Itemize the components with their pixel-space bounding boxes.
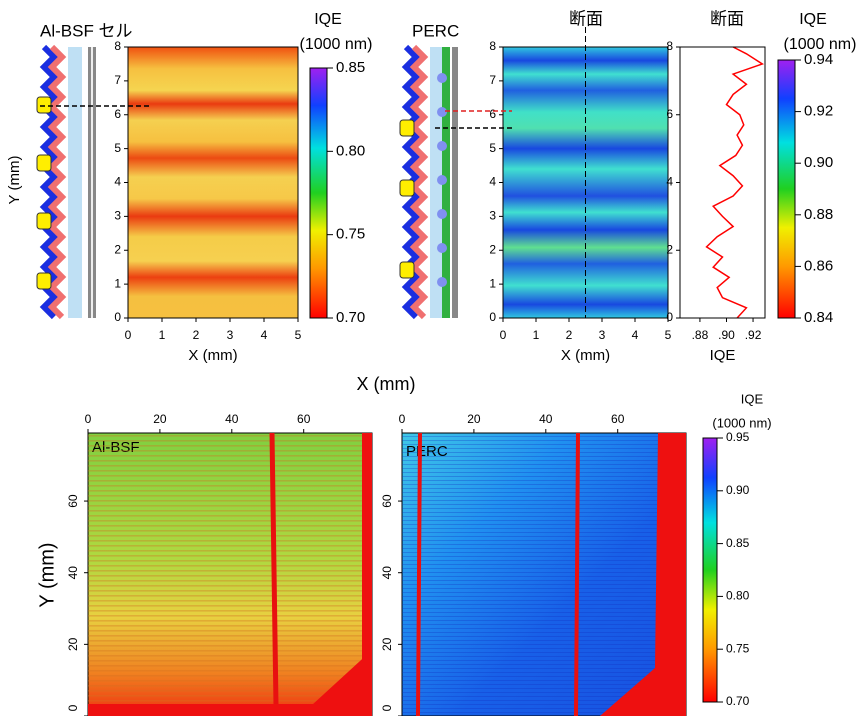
x-tick-label: 0 — [85, 412, 92, 426]
colorbar — [309, 67, 328, 319]
x-axis-label: IQE — [710, 347, 736, 364]
colorbar-tick-label: 0.70 — [336, 309, 365, 326]
colorbar-tick-label: 0.94 — [804, 51, 833, 68]
x-tick-label: 5 — [295, 328, 302, 342]
colorbar-tick-label: 0.95 — [726, 430, 750, 444]
y-tick-label: 8 — [666, 39, 673, 53]
y-tick-label: 60 — [66, 494, 80, 508]
y-tick-label: 8 — [489, 39, 496, 53]
frame — [679, 46, 766, 319]
y-tick-label: 40 — [380, 566, 394, 580]
y-tick-label: 2 — [666, 242, 673, 256]
x-tick-label: 1 — [159, 328, 166, 342]
x-tick-label: 0 — [399, 412, 406, 426]
y-tick-label: 3 — [489, 209, 496, 223]
colorbar-tick-label: 0.80 — [726, 589, 750, 603]
x-axis-label: X (mm) — [357, 374, 416, 394]
panel-title: Al-BSF セル — [40, 21, 133, 40]
colorbar-label: (1000 nm) — [784, 36, 857, 53]
x-tick-label: 20 — [467, 412, 481, 426]
y-tick-label: 40 — [66, 566, 80, 580]
y-tick-label: 6 — [489, 107, 496, 121]
colorbar — [702, 437, 718, 703]
x-tick-label: 2 — [193, 328, 200, 342]
axis: .88 .90 .92 0 2 4 6 8 — [666, 39, 766, 342]
x-tick-label: 3 — [599, 328, 606, 342]
x-tick-label: 60 — [611, 412, 625, 426]
x-tick-label: 4 — [632, 328, 639, 342]
frame — [502, 46, 669, 319]
y-tick-label: 1 — [114, 276, 121, 290]
y-tick-label: 0 — [666, 310, 673, 324]
x-axis-label: X (mm) — [561, 347, 610, 364]
x-tick-label: 0 — [500, 328, 507, 342]
y-tick-label: 20 — [66, 637, 80, 651]
y-tick-label: 2 — [114, 242, 121, 256]
colorbar — [777, 59, 796, 319]
y-tick-label: 2 — [489, 242, 496, 256]
x-tick-label: 40 — [225, 412, 239, 426]
colorbar-label: (1000 nm) — [712, 415, 771, 430]
y-tick-label: 0 — [489, 310, 496, 324]
colorbar-tick-label: 0.75 — [336, 226, 365, 243]
colorbar-tick-label: 0.80 — [336, 142, 365, 159]
x-tick-label: 60 — [297, 412, 311, 426]
colorbar-tick-label: 0.88 — [804, 206, 833, 223]
colorbar-tick-label: 0.86 — [804, 257, 833, 274]
overlays — [36, 44, 686, 716]
x-tick-label: 1 — [533, 328, 540, 342]
x-tick-label: .88 — [692, 328, 709, 342]
colorbar-tick-label: 0.84 — [804, 309, 833, 326]
x-tick-label: 0 — [125, 328, 132, 342]
y-tick-label: 4 — [114, 175, 121, 189]
annotation: 断面 — [569, 9, 603, 28]
y-tick-label: 0 — [114, 310, 121, 324]
y-tick-label: 8 — [114, 39, 121, 53]
y-tick-label: 7 — [114, 73, 121, 87]
y-tick-label: 7 — [489, 73, 496, 87]
colorbar-label: (1000 nm) — [300, 36, 373, 53]
panel-title: 断面 — [710, 9, 744, 28]
frame — [127, 46, 299, 319]
x-tick-label: 40 — [539, 412, 553, 426]
y-tick-label: 6 — [114, 107, 121, 121]
y-tick-label: 60 — [380, 494, 394, 508]
y-tick-label: 0 — [66, 704, 80, 711]
panel-title: PERC — [412, 21, 459, 40]
profile-line — [705, 46, 765, 319]
y-tick-label: 6 — [666, 107, 673, 121]
y-tick-label: 5 — [114, 141, 121, 155]
x-tick-label: 3 — [227, 328, 234, 342]
colorbar-tick-label: 0.85 — [336, 59, 365, 76]
colorbar-tick-label: 0.75 — [726, 641, 750, 655]
colorbar-tick-label: 0.92 — [804, 103, 833, 120]
colorbar-tick-label: 0.85 — [726, 536, 750, 550]
y-tick-label: 5 — [489, 141, 496, 155]
colorbar-tick-label: 0.70 — [726, 694, 750, 708]
y-tick-label: 3 — [114, 209, 121, 223]
y-tick-label: 20 — [380, 637, 394, 651]
y-tick-label: 1 — [489, 276, 496, 290]
x-tick-label: 20 — [153, 412, 167, 426]
axis: 0 1 2 3 4 5 0 1 2 3 4 5 6 7 8 — [489, 39, 671, 342]
x-tick-label: 2 — [566, 328, 573, 342]
x-tick-label: 4 — [261, 328, 268, 342]
y-axis-label: Y (mm) — [6, 156, 23, 205]
colorbar-label: IQE — [799, 11, 827, 28]
y-tick-label: 4 — [666, 175, 673, 189]
axis: 0 1 2 3 4 5 0 1 2 3 4 5 6 7 8 — [114, 39, 301, 342]
x-tick-label: .92 — [745, 328, 762, 342]
y-axis-label: Y (mm) — [36, 542, 58, 607]
y-tick-label: 4 — [489, 175, 496, 189]
colorbar-tick-label: 0.90 — [804, 154, 833, 171]
colorbar-tick-label: 0.90 — [726, 483, 750, 497]
colorbar-label: IQE — [314, 11, 342, 28]
x-axis-label: X (mm) — [188, 347, 237, 364]
x-tick-label: 5 — [665, 328, 672, 342]
colorbar-label: IQE — [741, 391, 764, 406]
heatmap-image — [128, 47, 298, 318]
x-tick-label: .90 — [718, 328, 735, 342]
y-tick-label: 0 — [380, 704, 394, 711]
